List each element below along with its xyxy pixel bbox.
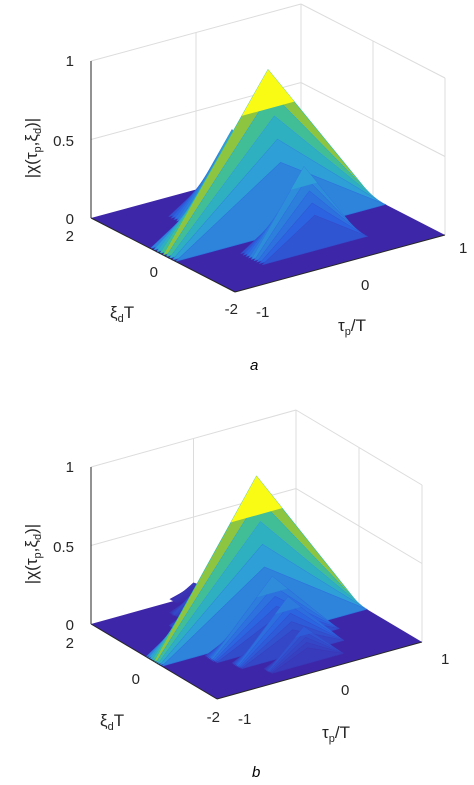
- ridge-6-peak: [275, 596, 301, 615]
- panel-b-xlabel: ξdT: [100, 711, 124, 733]
- panel-b-xtick-0: 0: [132, 671, 140, 688]
- panel-a-zlabel: |χ(τp,ξd)|: [22, 118, 44, 178]
- panel-b-ytick-0: 0: [341, 682, 349, 699]
- panel-b-caption: b: [252, 764, 260, 780]
- xi-axis-line: [90, 217, 236, 293]
- panel-b: 0 0.5 1 2 0 -2 -1 0 1 |χ(τp,ξd)| ξdT τp/…: [22, 409, 449, 781]
- ridge-0-peak: [188, 582, 199, 588]
- panel-b-surface: [91, 475, 422, 699]
- tau-axis-line: [234, 234, 446, 293]
- panel-a-xlabel: ξdT: [110, 303, 134, 325]
- panel-b-ylabel: τp/T: [322, 723, 350, 745]
- panel-a: 0 0.5 1 2 0 -2 -1 0 1 |χ(τp,ξd)| ξdT τp/…: [22, 3, 467, 374]
- panel-a-caption: a: [250, 357, 258, 374]
- panel-b-ytick-1: 1: [441, 651, 449, 668]
- panel-a-ztick-0.5: 0.5: [53, 133, 74, 150]
- panel-a-ztick-1: 1: [66, 53, 74, 70]
- tau-axis-line: [216, 641, 423, 700]
- panel-b-ztick-0: 0: [66, 617, 74, 634]
- panel-a-ytick-minus1: -1: [256, 304, 269, 321]
- panel-b-xtick-minus2: -2: [207, 709, 220, 726]
- panel-a-xtick-minus2: -2: [225, 301, 238, 318]
- panel-a-ytick-0: 0: [361, 277, 369, 294]
- ridge-2-peak: [290, 166, 318, 190]
- panel-a-ztick-0: 0: [66, 211, 74, 228]
- ridge-5-peak: [256, 576, 288, 598]
- ridge-2-slice-0: [262, 214, 369, 266]
- panel-b-axes: [90, 467, 423, 700]
- ridge-7-slice-0: [271, 647, 344, 674]
- ridge-7-peak: [294, 626, 313, 638]
- ridge-1-peak: [241, 69, 295, 116]
- panel-b-ztick-0.5: 0.5: [53, 539, 74, 556]
- panel-a-ytick-1: 1: [459, 240, 467, 257]
- panel-b-ytick-minus1: -1: [238, 711, 251, 728]
- panel-b-zlabel: |χ(τp,ξd)|: [22, 524, 44, 584]
- ridge-4-peak: [230, 476, 283, 523]
- panel-a-axes: [90, 61, 446, 293]
- xi-axis-line: [90, 623, 218, 700]
- panel-a-ylabel: τp/T: [338, 316, 366, 338]
- panel-b-xtick-2: 2: [66, 635, 74, 652]
- panel-b-ztick-1: 1: [66, 459, 74, 476]
- panel-a-xtick-0: 0: [150, 264, 158, 281]
- panel-a-surface: [91, 68, 445, 292]
- panel-a-xtick-2: 2: [66, 228, 74, 245]
